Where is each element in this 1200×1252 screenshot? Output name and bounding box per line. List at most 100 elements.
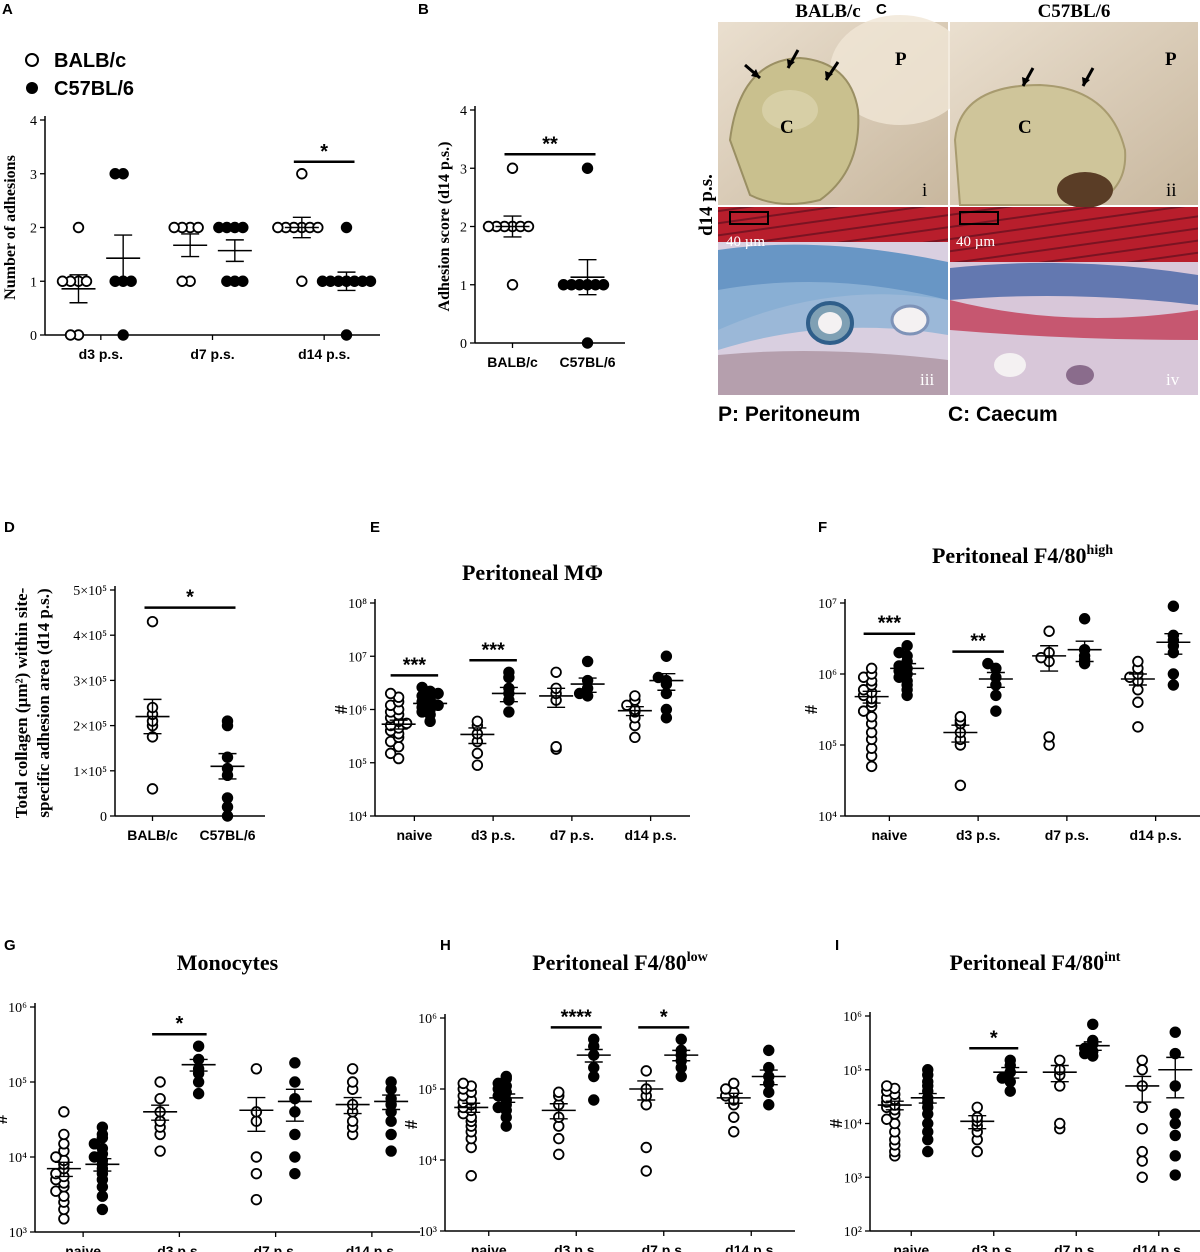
data-point (640, 1065, 652, 1077)
data-point (289, 1128, 301, 1141)
x-tick-label: d7 p.s. (642, 1242, 686, 1252)
y-tick-label: 3×10⁵ (73, 674, 107, 689)
data-point (213, 221, 225, 234)
data-point (346, 1076, 359, 1088)
significance-label: * (186, 587, 194, 609)
significance-label: * (320, 141, 328, 163)
y-tick-label: 3 (30, 168, 37, 183)
caption-caecum: C: Caecum (948, 403, 1058, 426)
x-tick-label: d3 p.s. (79, 346, 123, 362)
data-point (865, 662, 878, 675)
data-point (573, 687, 586, 700)
data-point (250, 1151, 263, 1163)
data-point (465, 1170, 477, 1182)
data-point (1136, 1064, 1148, 1076)
y-tick-label: 10⁵ (843, 1064, 862, 1079)
data-point (763, 1044, 775, 1057)
panel-letter-i: I (835, 937, 839, 954)
data-point (1054, 1054, 1066, 1066)
data-point (471, 715, 484, 728)
charts: 0 1 2 3 4 Number of adhesions d3 p.s. d7 p.s. d1… (0, 104, 1200, 1252)
y-tick-label: 10² (844, 1225, 862, 1240)
data-point (553, 1148, 565, 1161)
data-point (922, 1064, 934, 1076)
data-point (1169, 1026, 1181, 1038)
data-point (660, 650, 673, 662)
data-point (72, 221, 85, 234)
data-point (581, 655, 594, 668)
x-tick-label: naive (396, 827, 432, 843)
x-tick-label: d7 p.s. (253, 1243, 297, 1252)
data-point (1087, 1018, 1099, 1031)
y-tick-label: 1 (30, 275, 37, 290)
y-tick-label: 10⁶ (418, 1012, 437, 1027)
data-point (1078, 613, 1091, 625)
data-point (1054, 1080, 1066, 1092)
significance-label: *** (878, 613, 902, 635)
panel-letter-d: D (4, 519, 15, 536)
y-axis-label: specific adhesion area (d14 p.s.) (34, 588, 53, 817)
data-point (629, 731, 641, 744)
x-tick-label: d14 p.s. (346, 1243, 398, 1252)
y-tick-label: 0 (30, 329, 37, 344)
y-tick-label: 10⁷ (818, 597, 837, 612)
data-point (471, 759, 484, 771)
data-point (58, 1128, 70, 1141)
data-point (146, 615, 159, 628)
y-axis-label: # (826, 1119, 846, 1128)
marker-c-i: C (780, 117, 794, 138)
data-point (250, 1193, 263, 1206)
data-point (384, 687, 397, 700)
data-point (1043, 625, 1055, 637)
y-axis-label: # (331, 705, 351, 714)
y-tick-label: 1×10⁵ (73, 765, 107, 780)
y-tick-label: 10⁵ (8, 1076, 27, 1091)
data-point (1043, 731, 1055, 743)
data-point (221, 275, 233, 287)
chart-i: 10² 10³ 10⁴ 10⁵ 10⁶ # Peritoneal F4/80int naive… (826, 950, 1200, 1252)
data-point (1132, 721, 1144, 733)
data-point (728, 1111, 740, 1123)
data-point (482, 220, 495, 233)
data-point (1136, 1101, 1148, 1114)
data-point (80, 275, 93, 287)
data-point (340, 221, 353, 234)
data-point (58, 1138, 70, 1150)
x-tick-label: d14 p.s. (298, 346, 350, 362)
y-tick-label: 10⁴ (8, 1151, 27, 1166)
data-point (109, 168, 121, 180)
y-tick-label: 0 (100, 810, 107, 825)
data-point (1167, 668, 1180, 680)
chart-title: Peritoneal F4/80low (532, 950, 708, 975)
row-label-d14: d14 p.s. (696, 174, 717, 236)
significance-label: *** (403, 654, 427, 676)
chart-h: 10³ 10⁴ 10⁵ 10⁶ # Peritoneal F4/80low naive d3 … (401, 950, 795, 1252)
data-point (96, 1190, 109, 1202)
data-point (990, 705, 1002, 717)
data-point (1167, 679, 1180, 691)
data-point (58, 1106, 70, 1118)
x-tick-label: d14 p.s. (625, 827, 677, 843)
data-point (340, 329, 353, 341)
col-title-c57bl6: C57BL/6 (1038, 1, 1111, 22)
data-point (588, 1094, 600, 1106)
y-tick-label: 4 (460, 104, 467, 119)
x-tick-label: d14 p.s. (1130, 827, 1182, 843)
significance-label: * (175, 1013, 183, 1035)
x-tick-label: naive (893, 1242, 929, 1252)
data-point (922, 1145, 934, 1158)
marker-p-ii: P (1165, 49, 1177, 70)
chart-b: 0 1 2 3 4 Adhesion score (d14 p.s.) BALB/c C57B… (436, 104, 625, 370)
panel-letter-a: A (2, 1, 13, 18)
data-point (1136, 1171, 1148, 1183)
data-point (296, 168, 308, 180)
photo-i: P C i (718, 15, 970, 205)
data-point (857, 705, 870, 717)
data-point (901, 640, 913, 652)
y-axis-label: # (801, 705, 821, 714)
x-tick-label: C57BL/6 (199, 827, 255, 843)
x-tick-label: d7 p.s. (190, 346, 234, 362)
data-point (581, 162, 594, 174)
data-point (557, 279, 570, 291)
y-tick-label: 10⁴ (348, 810, 367, 825)
